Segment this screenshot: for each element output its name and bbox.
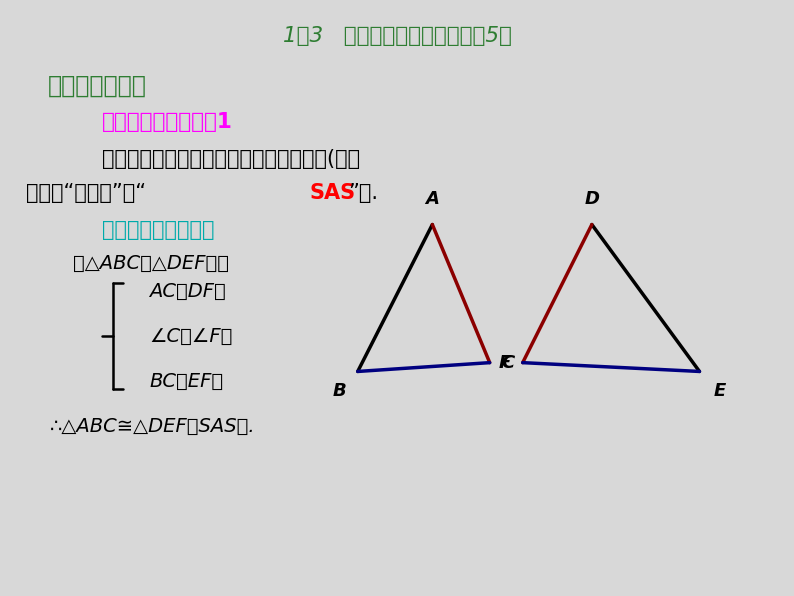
Text: ”）.: ”）.: [349, 184, 378, 203]
Text: 简写成“边角边”或“: 简写成“边角边”或“: [26, 184, 146, 203]
Text: D: D: [584, 190, 599, 208]
Text: 在△ABC与△DEF中，: 在△ABC与△DEF中，: [73, 254, 229, 274]
Text: ∠C＝∠F，: ∠C＝∠F，: [149, 327, 233, 346]
Text: SAS: SAS: [309, 184, 355, 203]
Text: B: B: [332, 382, 346, 400]
Text: C: C: [502, 353, 515, 372]
Text: E: E: [714, 382, 726, 400]
Text: 1．3   探索三角形全等的条件（5）: 1．3 探索三角形全等的条件（5）: [283, 26, 511, 46]
Text: 三角形全等判定方法1: 三角形全等判定方法1: [102, 111, 233, 132]
Text: AC＝DF，: AC＝DF，: [149, 281, 226, 300]
Text: 两边及其夹角分别相等的两个三角形全等(可以: 两边及其夹角分别相等的两个三角形全等(可以: [102, 149, 360, 169]
Text: 用符号语言表达为：: 用符号语言表达为：: [102, 221, 215, 240]
Text: BC＝EF，: BC＝EF，: [149, 372, 224, 391]
Text: F: F: [499, 353, 511, 372]
Text: 一，回顾与思考: 一，回顾与思考: [48, 73, 146, 97]
Text: ∴△ABC≅△DEF（SAS）.: ∴△ABC≅△DEF（SAS）.: [50, 417, 256, 436]
Text: A: A: [426, 190, 439, 208]
